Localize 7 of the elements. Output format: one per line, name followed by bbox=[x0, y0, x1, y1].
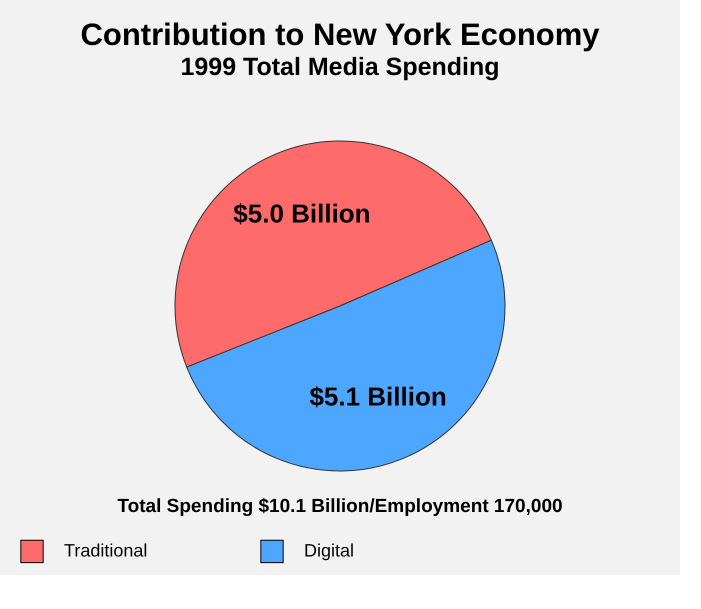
data-label: $5.0 Billion bbox=[233, 198, 371, 229]
text: Total Spending $10.1 Billion/Employment 170,000 bbox=[117, 496, 563, 517]
legend-label: Traditional bbox=[64, 540, 148, 560]
legend-label: Digital bbox=[304, 540, 354, 560]
data-label: $5.1 Billion bbox=[309, 381, 447, 412]
chart-subtitle: 1999 Total Media Spending bbox=[180, 53, 500, 81]
chart-title: Contribution to New York Economy bbox=[80, 17, 600, 52]
